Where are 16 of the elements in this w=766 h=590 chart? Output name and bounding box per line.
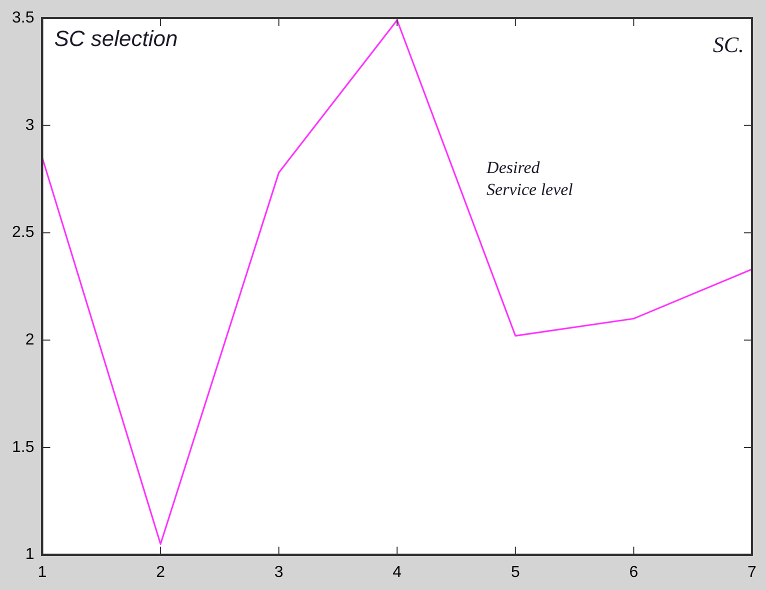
x-tick-label: 5 bbox=[510, 564, 520, 581]
y-tick-label: 1 bbox=[25, 546, 34, 564]
annotation: SC selection bbox=[54, 26, 178, 51]
x-tick-label: 7 bbox=[748, 564, 757, 581]
y-tick-label: 3 bbox=[25, 116, 34, 134]
y-tick-label: 2 bbox=[25, 331, 34, 348]
x-tick-label: 3 bbox=[274, 564, 284, 581]
x-tick-label: 4 bbox=[392, 564, 402, 581]
annotation: SC. bbox=[712, 32, 744, 57]
annotation: Desired Service level bbox=[486, 158, 574, 199]
y-tick-label: 3.5 bbox=[12, 9, 34, 26]
x-tick-label: 6 bbox=[629, 564, 638, 581]
y-tick-label: 2.5 bbox=[12, 224, 34, 242]
y-tick-label: 1.5 bbox=[12, 438, 34, 456]
x-tick-label: 1 bbox=[38, 564, 47, 581]
x-tick-label: 2 bbox=[156, 564, 166, 581]
